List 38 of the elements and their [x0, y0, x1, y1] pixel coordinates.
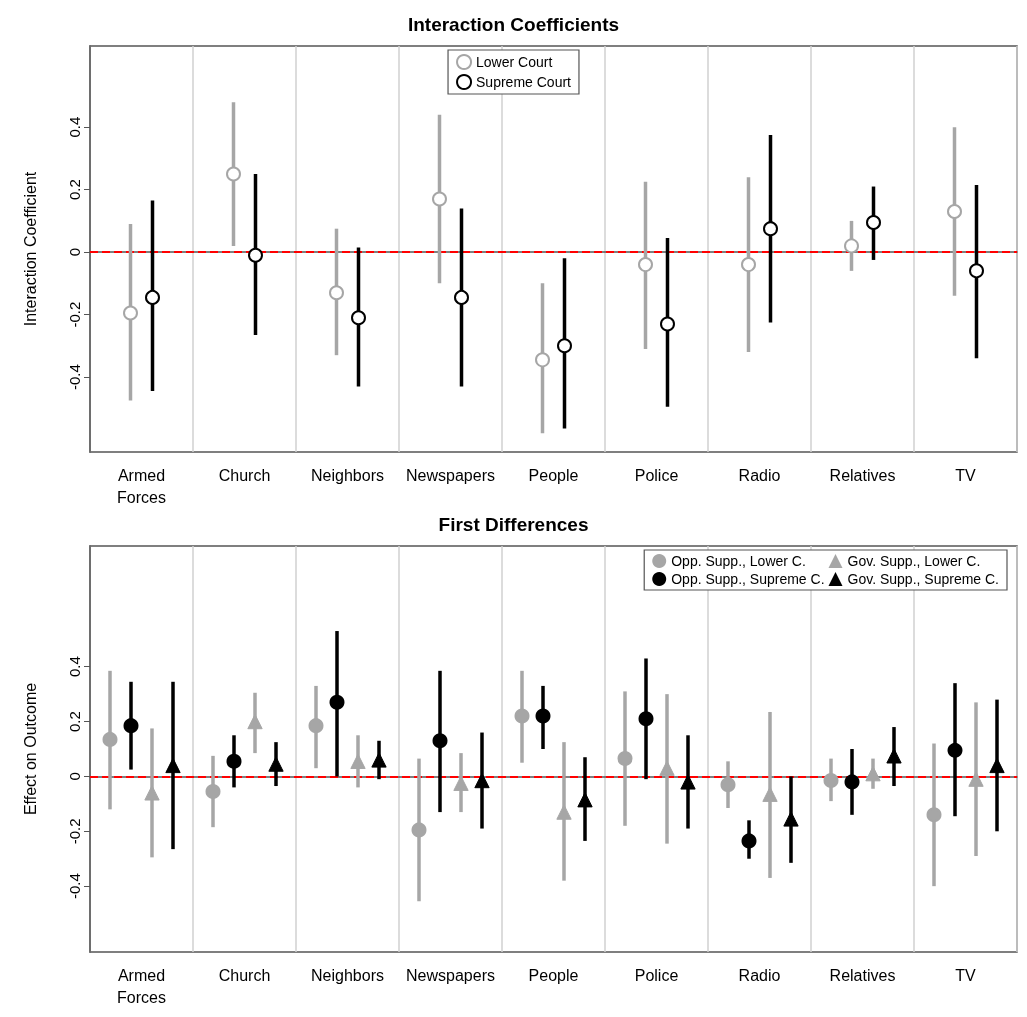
x-tick-label: Radio — [738, 966, 781, 984]
legend-label: Opp. Supp., Lower C. — [671, 553, 806, 569]
x-tick-label: People — [528, 966, 579, 984]
x-tick-label: Neighbors — [311, 466, 384, 484]
chart-title: Interaction Coefficients — [407, 14, 620, 35]
x-tick-label: Relatives — [829, 466, 896, 484]
y-tick-label: 0 — [66, 247, 83, 257]
y-tick-label: -0.4 — [66, 364, 83, 390]
x-tick-label: Armed Forces — [117, 466, 166, 506]
x-tick-label: Radio — [738, 466, 781, 484]
y-tick-label: 0 — [66, 772, 83, 781]
x-tick-label: Police — [634, 966, 679, 984]
legend-label: Opp. Supp., Supreme C. — [671, 571, 825, 587]
x-tick-label: Relatives — [829, 966, 896, 984]
x-tick-label: Church — [218, 966, 271, 984]
legend-label: Gov. Supp., Lower C. — [847, 553, 981, 569]
x-tick-label: Newspapers — [406, 466, 495, 484]
x-tick-label: People — [528, 466, 579, 484]
legend-label: Gov. Supp., Supreme C. — [847, 571, 1000, 587]
x-tick-label: Newspapers — [406, 966, 495, 984]
x-tick-label: Armed Forces — [117, 966, 166, 1006]
chart-title: First Differences — [438, 514, 589, 535]
y-tick-label: 0.2 — [66, 711, 83, 732]
y-tick-label: -0.2 — [66, 301, 83, 328]
y-tick-label: 0.2 — [66, 179, 83, 201]
y-axis-title: Effect on Outcome — [21, 682, 39, 816]
legend-label: Supreme Court — [476, 74, 572, 90]
legend-label: Lower Court — [476, 54, 553, 70]
y-tick-label: 0.4 — [66, 656, 83, 678]
y-tick-label: 0.4 — [66, 116, 83, 138]
x-tick-label: TV — [955, 466, 977, 484]
y-tick-label: -0.4 — [66, 873, 83, 900]
x-tick-label: Church — [218, 466, 271, 484]
x-tick-label: Police — [634, 466, 679, 484]
x-tick-label: TV — [955, 966, 977, 984]
y-tick-label: -0.2 — [66, 818, 83, 845]
x-tick-label: Neighbors — [311, 966, 384, 984]
y-axis-title: Interaction Coefficient — [21, 171, 39, 327]
